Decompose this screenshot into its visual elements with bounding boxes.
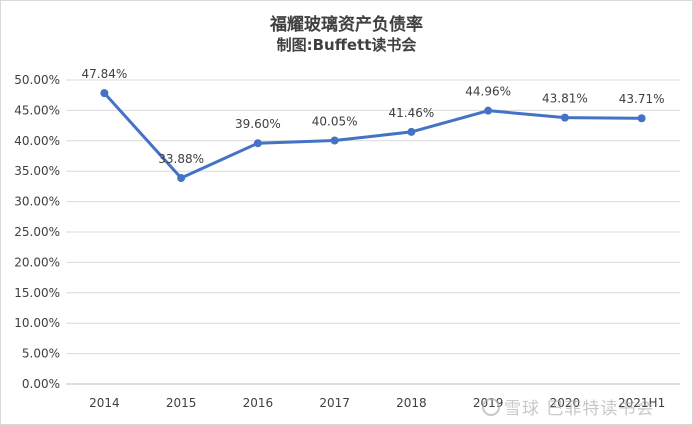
x-tick-label: 2017 (319, 396, 350, 410)
data-label: 33.88% (158, 152, 204, 166)
data-labels: 47.84% 33.88% 39.60% 40.05% 41.46% 44.96% 43.8… (81, 67, 664, 166)
data-label: 43.81% (542, 92, 588, 106)
data-label: 44.96% (465, 85, 511, 99)
x-tick-label: 2015 (166, 396, 197, 410)
x-tick-label: 2016 (243, 396, 274, 410)
series (100, 89, 646, 183)
watermark: 雪球 巴菲特读书会 (482, 394, 654, 419)
x-axis: 2014 2015 2016 2017 2018 2019 2020 2021H1 (89, 396, 665, 410)
x-tick-label: 2020 (550, 396, 581, 410)
data-point (253, 139, 262, 148)
y-tick-label: 30.00% (14, 195, 60, 209)
data-point (330, 136, 339, 145)
y-axis: 0.00% 5.00% 10.00% 15.00% 20.00% 25.00% 30.00%… (14, 73, 60, 391)
data-point (407, 127, 416, 136)
data-label: 47.84% (81, 67, 127, 81)
data-point (560, 113, 569, 122)
y-tick-label: 0.00% (22, 377, 60, 391)
data-label: 39.60% (235, 117, 281, 131)
snowball-logo-icon (482, 398, 500, 416)
y-tick-label: 40.00% (14, 134, 60, 148)
y-tick-label: 10.00% (14, 316, 60, 330)
x-tick-label: 2018 (396, 396, 427, 410)
data-label: 40.05% (312, 114, 358, 128)
data-label: 43.71% (619, 92, 665, 106)
y-tick-label: 35.00% (14, 164, 60, 178)
y-tick-label: 25.00% (14, 225, 60, 239)
data-point (100, 89, 109, 98)
y-tick-label: 50.00% (14, 73, 60, 87)
gridlines (66, 79, 680, 385)
series-line (102, 91, 644, 180)
data-point (637, 114, 646, 123)
y-tick-label: 15.00% (14, 286, 60, 300)
x-tick-label: 2014 (89, 396, 120, 410)
y-tick-label: 5.00% (22, 347, 60, 361)
data-point (177, 174, 186, 183)
chart-title: 福耀玻璃资产负债率 (270, 15, 423, 35)
y-tick-label: 20.00% (14, 255, 60, 269)
chart-subtitle: 制图:Buffett读书会 (276, 36, 417, 54)
watermark-text: 雪球 巴菲特读书会 (504, 399, 655, 419)
x-tick-label: 2021H1 (618, 396, 665, 410)
data-point (484, 106, 493, 115)
data-label: 41.46% (388, 106, 434, 120)
y-tick-label: 45.00% (14, 103, 60, 117)
